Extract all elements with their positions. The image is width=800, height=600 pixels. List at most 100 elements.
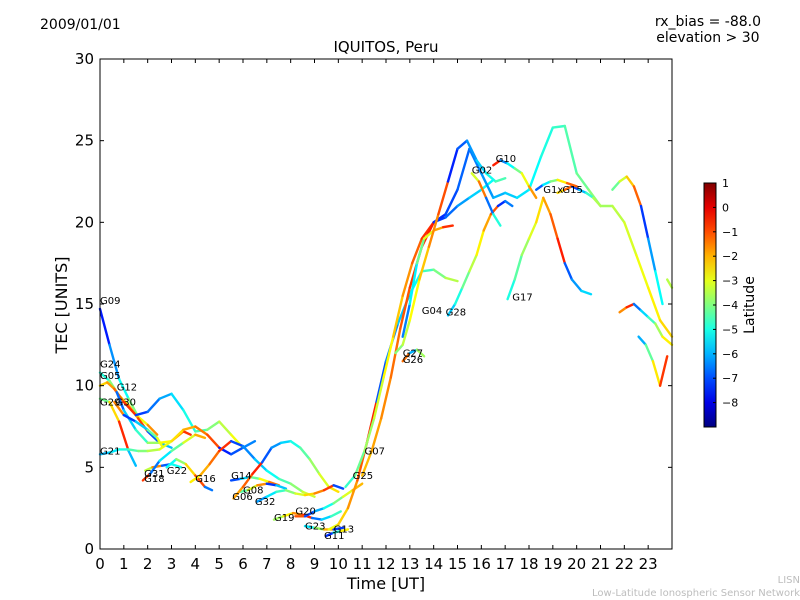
series-g3y	[618, 302, 674, 346]
series-segment	[108, 400, 121, 423]
series-segment	[658, 355, 669, 387]
x-tick-label: 6	[238, 555, 248, 573]
series-segment	[611, 180, 621, 191]
series-segment	[229, 440, 245, 448]
series-segment	[468, 188, 483, 200]
series-segment	[372, 376, 385, 420]
series-segment	[113, 400, 126, 417]
series-segment	[117, 420, 130, 453]
plot-background	[100, 59, 672, 549]
series-g11	[325, 528, 350, 538]
y-tick-label: 5	[84, 458, 94, 476]
x-tick-label: 9	[310, 555, 320, 573]
y-tick-label: 20	[75, 213, 94, 231]
series-segment	[506, 278, 516, 301]
series-segment	[432, 268, 447, 280]
series-segment	[644, 343, 655, 363]
series-segment	[527, 155, 543, 191]
series-segment	[475, 229, 485, 257]
x-tick-label: 11	[353, 555, 372, 573]
series-segment	[170, 462, 183, 469]
series-segment	[482, 212, 493, 232]
series-segment	[520, 237, 531, 257]
x-tick-label: 4	[191, 555, 201, 573]
series-segment	[289, 482, 304, 493]
series-segment	[265, 482, 278, 487]
series-label: G18	[144, 474, 164, 485]
station-meta: rx_bias = -88.0 elevation > 30	[655, 14, 761, 46]
series-label: G15	[562, 185, 582, 196]
series-segment	[484, 172, 497, 183]
x-tick-label: 12	[376, 555, 395, 573]
series-segment	[320, 515, 333, 521]
y-axis-label: TEC [UNITS]	[52, 257, 71, 355]
series-segment	[647, 315, 657, 325]
series-segment	[551, 124, 566, 129]
series-segment	[98, 451, 111, 456]
colorbar-tick-label: −3	[722, 275, 738, 288]
series-g08	[239, 482, 288, 493]
series-segment	[637, 335, 647, 346]
series-segment	[313, 507, 326, 513]
series-segment	[308, 458, 321, 476]
series-label: G16	[195, 474, 215, 485]
series-g25	[344, 178, 495, 489]
series-segment	[322, 502, 335, 510]
series-segment	[136, 415, 149, 427]
series-segment	[146, 428, 159, 440]
series-segment	[654, 322, 664, 338]
series-segment	[654, 270, 664, 306]
series-segment	[332, 526, 345, 531]
series-segment	[146, 448, 161, 453]
series-segment	[527, 185, 538, 200]
series-g06	[232, 440, 340, 500]
series-segment	[468, 147, 483, 175]
x-tick-label: 15	[448, 555, 467, 573]
series-segment	[98, 397, 111, 404]
series-g3w	[666, 278, 674, 289]
series-segment	[363, 417, 376, 453]
series-segment	[246, 484, 259, 492]
series-segment	[134, 420, 149, 431]
series-label: G19	[274, 513, 294, 524]
series-segment	[468, 253, 478, 273]
series-segment	[310, 516, 323, 521]
series-label: G28	[446, 307, 466, 318]
series-segment	[480, 172, 495, 200]
series-segment	[108, 448, 121, 454]
x-tick-label: 1	[119, 555, 129, 573]
y-tick-label: 25	[75, 132, 94, 150]
series-segment	[401, 262, 414, 297]
series-segment	[117, 377, 130, 400]
series-segment	[392, 294, 404, 338]
series-segment	[206, 433, 221, 449]
x-tick-label: 20	[567, 555, 586, 573]
y-tick-label: 30	[75, 50, 94, 68]
series-segment	[542, 196, 552, 216]
series-segment	[313, 526, 326, 531]
series-segment	[504, 191, 519, 200]
series-segment	[394, 343, 404, 355]
series-segment	[375, 360, 388, 404]
series-segment	[256, 482, 268, 487]
series-segment	[248, 475, 261, 480]
x-tick-label: 7	[262, 555, 272, 573]
x-tick-label: 5	[214, 555, 224, 573]
series-g27	[394, 139, 507, 355]
colorbar-tick-label: −8	[722, 397, 738, 410]
series-segment	[647, 237, 657, 273]
series-segment	[549, 178, 559, 183]
footer-org-short: LISN	[777, 575, 800, 586]
series-segment	[639, 309, 650, 319]
series-segment	[258, 477, 271, 484]
x-tick-label: 14	[424, 555, 443, 573]
series-segment	[515, 188, 531, 200]
series-segment	[444, 276, 459, 283]
series-segment	[325, 531, 335, 538]
series-label: G06	[232, 492, 252, 503]
series-segment	[208, 449, 221, 466]
x-tick-label: 2	[143, 555, 153, 573]
series-g3z	[637, 335, 669, 387]
series-segment	[427, 212, 440, 249]
series-segment	[203, 485, 214, 492]
